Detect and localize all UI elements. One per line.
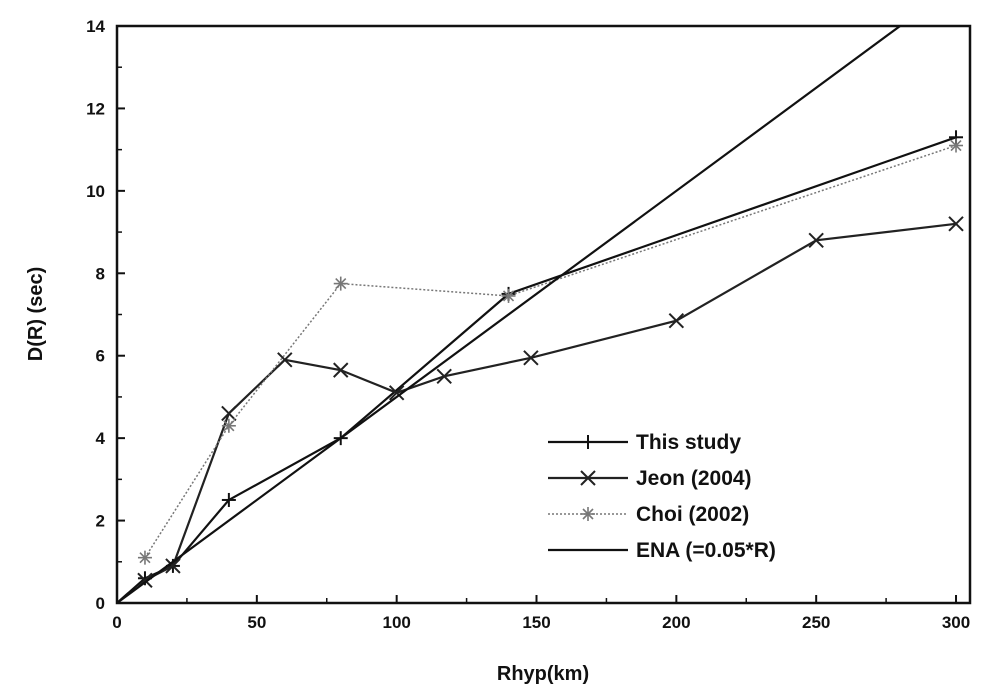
y-tick-label: 14 [86, 17, 105, 36]
data-point-jeon-2004 [948, 216, 964, 232]
legend-entry-ena-0-05-r: ENA (=0.05*R) [548, 539, 776, 562]
data-point-choi-2002 [501, 288, 516, 303]
legend-entry-this-study: This study [548, 431, 741, 454]
legend-label: Choi (2002) [636, 503, 749, 526]
y-tick-label: 0 [96, 594, 105, 613]
plot-frame [115, 24, 972, 605]
x-tick-label: 300 [942, 613, 970, 632]
x-axis-title: Rhyp(km) [497, 663, 589, 685]
data-point-jeon-2004 [221, 405, 237, 422]
series-line-jeon-2004 [144, 222, 957, 582]
y-tick-label: 2 [96, 512, 105, 531]
data-point-jeon-2004 [388, 385, 405, 401]
legend-label: ENA (=0.05*R) [636, 539, 776, 562]
x-tick-label: 250 [802, 613, 830, 632]
series-line-ena-0-05-r [117, 26, 902, 603]
legend-label: This study [636, 431, 741, 454]
data-point-jeon-2004 [165, 558, 181, 574]
data-point-choi-2002 [333, 276, 348, 291]
series-ena-0-05-r [117, 26, 902, 603]
legend-label: Jeon (2004) [636, 467, 752, 490]
data-point-jeon-2004 [277, 352, 293, 368]
data-point-jeon-2004 [808, 232, 824, 249]
data-point-choi-2002 [949, 138, 964, 153]
y-axis-title: D(R) (sec) [25, 267, 47, 361]
y-tick-label: 12 [86, 99, 105, 118]
series-this-study [117, 130, 964, 603]
legend-marker [581, 435, 595, 449]
legend-entry-choi-2002: Choi (2002) [548, 503, 749, 526]
legend-marker [580, 470, 596, 486]
data-point-this-study [221, 492, 236, 507]
y-tick-label: 8 [96, 264, 105, 283]
x-tick-label: 200 [662, 613, 690, 632]
y-tick-label: 6 [96, 347, 105, 366]
data-point-choi-2002 [137, 550, 152, 565]
series-choi-2002 [137, 138, 964, 565]
y-tick-label: 4 [96, 429, 106, 448]
series-jeon-2004 [137, 216, 964, 589]
legend-marker [581, 507, 595, 521]
data-point-jeon-2004 [668, 312, 685, 329]
ticks-layer: 0 50 100 150 200 250 300 0 2 4 6 8 10 12 14 [86, 17, 970, 632]
x-tick-label: 150 [522, 613, 550, 632]
x-tick-label: 50 [247, 613, 266, 632]
y-tick-label: 10 [86, 182, 105, 201]
series-layer [117, 26, 964, 603]
data-point-jeon-2004 [523, 350, 539, 366]
series-line-this-study [117, 136, 957, 603]
legend-entry-jeon-2004: Jeon (2004) [548, 467, 752, 490]
legend: This study Jeon (2004) Choi (2002) ENA (=0.… [548, 431, 776, 562]
data-point-jeon-2004 [436, 368, 452, 385]
x-tick-label: 100 [382, 613, 410, 632]
data-point-choi-2002 [221, 418, 236, 433]
series-line-choi-2002 [144, 144, 957, 559]
data-point-jeon-2004 [333, 362, 349, 378]
x-tick-label: 0 [112, 613, 121, 632]
